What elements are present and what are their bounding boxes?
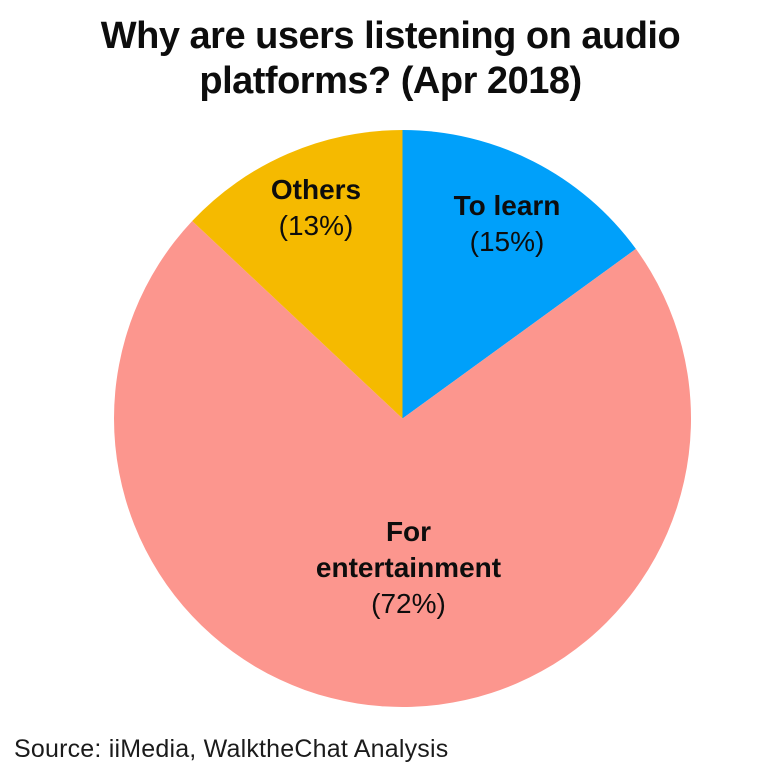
slice-label-others: Others (13%) — [206, 172, 426, 244]
source-note: Source: iiMedia, WalktheChat Analysis — [14, 735, 449, 763]
pie-slice-others — [192, 130, 403, 419]
slice-label-others-name: Others — [270, 174, 362, 205]
slice-label-to-learn: To learn (15%) — [397, 188, 617, 260]
slice-label-to-learn-name: To learn — [453, 190, 561, 221]
chart-title-line-2: platforms? (Apr 2018) — [199, 60, 582, 102]
pie-slice-to-learn — [402, 130, 636, 419]
slice-label-for-entertainment: For entertainment (72%) — [301, 514, 516, 622]
slice-label-others-percent: (13%) — [278, 210, 354, 241]
pie-slice-for-entertainment — [114, 221, 691, 707]
pie-chart-svg — [114, 130, 691, 707]
slice-label-for-entertainment-name: For entertainment — [315, 516, 502, 583]
chart-title-line-1: Why are users listening on audio — [100, 15, 681, 57]
slice-label-for-entertainment-percent: (72%) — [371, 588, 446, 619]
slice-label-to-learn-percent: (15%) — [469, 226, 545, 257]
chart-title: Why are users listening on audio platfor… — [0, 14, 781, 104]
pie-chart: Others (13%) To learn (15%) For entertai… — [114, 130, 691, 707]
